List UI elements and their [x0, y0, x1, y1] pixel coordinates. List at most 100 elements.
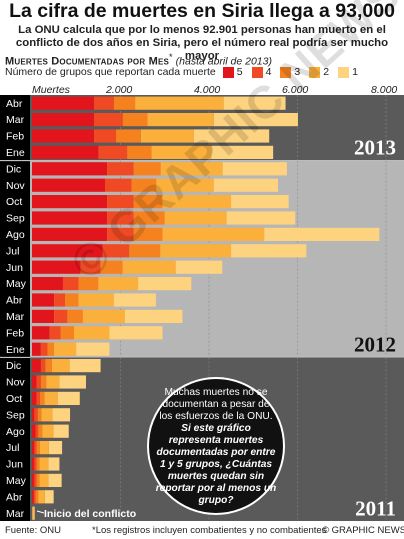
bar-segment-4: [80, 260, 101, 274]
bar-segment-5: [32, 162, 108, 176]
chart-svg: Abr Mar Feb Ene 2013 Dic Nov Oct Sep Ago Jul Jun May…: [0, 95, 404, 521]
bar-segment-5: [32, 178, 106, 192]
bar-segment-1: [109, 326, 163, 340]
bar-segment-2: [162, 195, 232, 209]
section-note: (hasta abril de 2013): [175, 55, 272, 68]
bar-segment-3: [39, 391, 45, 405]
bar-segment-1: [48, 441, 63, 455]
bar-segment-2: [160, 244, 232, 258]
year-panel-2012: [30, 160, 404, 358]
bar-segment-1: [211, 145, 274, 159]
bar-segment-1: [52, 408, 71, 422]
bar-segment-3: [100, 260, 123, 274]
bar-segment-4: [107, 195, 134, 209]
year-label: 2012: [354, 332, 396, 356]
bar-segment-2: [42, 424, 54, 438]
bar-segment-1: [113, 293, 156, 307]
bar-segment-4: [34, 473, 37, 487]
x-axis-title: Muertes: [32, 84, 70, 96]
month-label: Ene: [6, 344, 25, 356]
section-heading-mark: *: [169, 52, 173, 62]
legend-swatch-3: [280, 66, 292, 78]
bar-segment-2: [160, 162, 223, 176]
section-heading-text: Muertes Documentadas por Mes: [5, 55, 170, 68]
bar-segment-5: [32, 293, 55, 307]
month-label: Feb: [6, 327, 24, 339]
bar-segment-1: [175, 260, 223, 274]
bar-segment-2: [156, 178, 214, 192]
month-label: Jun: [6, 459, 23, 471]
callout-text-2: Si este gráfico representa muertes docum…: [155, 423, 277, 506]
footer-note: *Los registros incluyen combatientes y n…: [92, 525, 327, 536]
bar-segment-4: [40, 342, 48, 356]
bar-segment-5: [32, 244, 103, 258]
x-axis-labels: Muertes 2.000 4.000 6.000 8.000: [0, 84, 404, 96]
bar-segment-3: [36, 441, 40, 455]
bar-segment-2: [98, 277, 139, 291]
bar-segment-3: [113, 96, 136, 110]
month-label: Nov: [6, 180, 25, 192]
bar-segment-1: [231, 244, 307, 258]
bar-segment-3: [133, 227, 163, 241]
bar-segment-1: [231, 195, 289, 209]
legend-label-5: 5: [236, 66, 243, 78]
bar-segment-2: [39, 457, 49, 471]
bar-segment-3: [67, 309, 83, 323]
bar-segment-5: [32, 309, 55, 323]
bar-segment-5: [32, 424, 36, 438]
bar-segment-3: [47, 342, 55, 356]
bar-segment-4: [93, 96, 114, 110]
month-label: Mar: [6, 311, 25, 323]
bar-segment-4: [54, 293, 66, 307]
bar-segment-1: [57, 391, 80, 405]
bar-segment-4: [62, 277, 79, 291]
bar-segment-4: [107, 211, 134, 225]
bar-segment-4: [36, 375, 41, 389]
section-heading: Muertes Documentadas por Mes* (hasta abr…: [5, 52, 272, 68]
bar-segment-2: [32, 506, 34, 520]
month-label: Sep: [6, 213, 25, 225]
bar-segment-5: [32, 342, 41, 356]
legend-swatch-5: [222, 66, 234, 78]
legend-label-3: 3: [294, 66, 301, 78]
bar-segment-5: [32, 96, 94, 110]
month-label: Abr: [6, 98, 23, 110]
bar-segment-1: [48, 473, 62, 487]
bar-segment-5: [32, 457, 35, 471]
bar-segment-4: [34, 457, 37, 471]
bar-segment-4: [35, 424, 39, 438]
x-tick-4000: 4.000: [194, 84, 221, 96]
bar-segment-5: [32, 211, 108, 225]
bar-segment-1: [264, 227, 380, 241]
month-label: Mar: [6, 508, 25, 520]
month-label: Dic: [6, 163, 21, 175]
bar-segment-2: [38, 490, 45, 504]
footer: Fuente: ONU *Los registros incluyen comb…: [0, 522, 404, 539]
bar-segment-3: [45, 359, 52, 373]
bar-segment-2: [147, 113, 214, 127]
callout-text-1: Muchas muertes no se documentan a pesar …: [159, 387, 273, 422]
year-label: 2013: [354, 136, 396, 160]
page-title: La cifra de muertes en Siria llega a 93,…: [9, 0, 395, 22]
legend-swatch-4: [251, 66, 263, 78]
bar-segment-2: [135, 96, 224, 110]
bar-segment-4: [107, 227, 134, 241]
bar-segment-4: [98, 145, 128, 159]
bar-segment-3: [38, 424, 43, 438]
bar-segment-2: [46, 375, 60, 389]
legend-label-1: 1: [352, 66, 358, 78]
bar-segment-5: [32, 129, 94, 143]
bar-segment-2: [51, 359, 70, 373]
bar-segment-2: [151, 145, 212, 159]
bar-segment-1: [69, 359, 101, 373]
bar-segment-4: [34, 408, 38, 422]
bar-segment-3: [78, 277, 99, 291]
bar-segment-5: [32, 227, 108, 241]
bar-segment-5: [32, 359, 41, 373]
bar-segment-1: [44, 490, 54, 504]
month-label: Jul: [6, 245, 19, 257]
bar-segment-4: [105, 178, 132, 192]
bar-segment-2: [54, 342, 77, 356]
month-label: Nov: [6, 377, 25, 389]
bar-segment-2: [44, 391, 58, 405]
